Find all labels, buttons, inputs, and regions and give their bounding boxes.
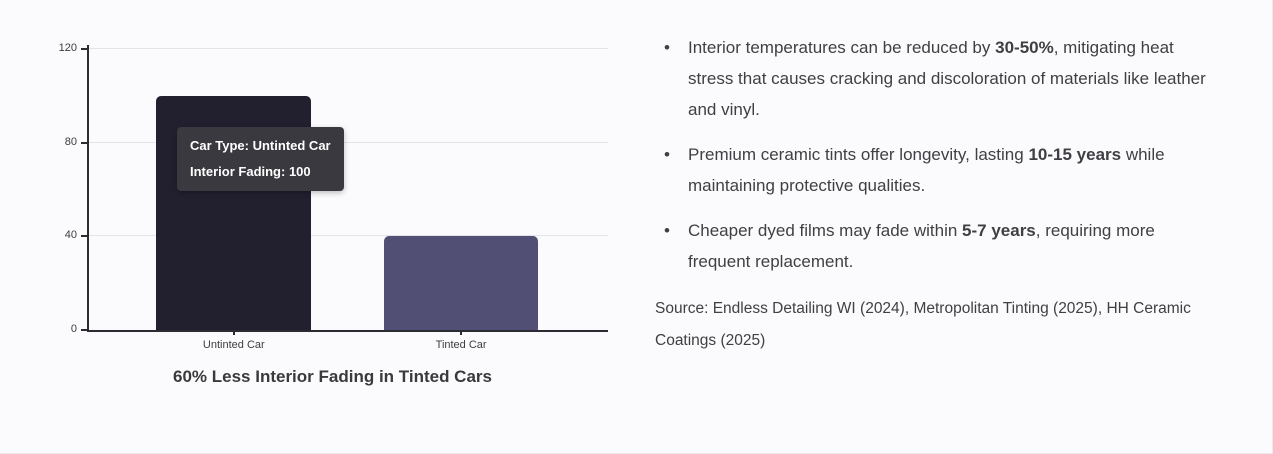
bullet-text: while maintaining protective qualities. bbox=[688, 145, 1165, 195]
bar-tinted-car[interactable] bbox=[383, 236, 539, 330]
bullet-text: Interior temperatures can be reduced by bbox=[688, 38, 996, 57]
y-axis-tick-80 bbox=[81, 141, 89, 144]
tooltip-interior-fading: Interior Fading: 100 bbox=[190, 164, 311, 179]
y-axis-tick-0 bbox=[81, 329, 89, 331]
tooltip-car-type: Car Type: Untinted Car bbox=[190, 138, 331, 153]
bullet-item-3: Cheaper dyed films may fade within 5-7 y… bbox=[655, 215, 1211, 277]
x-axis-tick-untinted-car bbox=[232, 330, 235, 335]
bullet-text: Cheaper dyed films may fade within bbox=[688, 221, 963, 240]
plot-wrap: 0 40 80 120 Untinted Car Tinted Car Car Type:… bbox=[57, 42, 608, 351]
x-axis-label-tinted-car: Tinted Car bbox=[435, 339, 487, 351]
x-axis-label-untinted-car: Untinted Car bbox=[202, 339, 265, 351]
plot-area: 0 40 80 120 Untinted Car Tinted Car Car Type:… bbox=[59, 42, 608, 351]
y-axis-label-80: 80 bbox=[64, 135, 77, 148]
gridline-80 bbox=[89, 141, 608, 143]
y-axis-label-0: 0 bbox=[70, 323, 77, 335]
source-note: Source: Endless Detailing WI (2024), Met… bbox=[655, 300, 1191, 349]
x-axis-tick-tinted-car bbox=[460, 330, 463, 335]
bullet-bold-text: 5-7 years bbox=[962, 221, 1036, 240]
y-axis-tick-40 bbox=[81, 235, 89, 238]
bullet-list: Interior temperatures can be reduced by … bbox=[655, 32, 1211, 277]
y-axis-label-120: 120 bbox=[58, 42, 77, 54]
bullet-text: , requiring more frequent replacement. bbox=[688, 221, 1155, 271]
y-axis-label-40: 40 bbox=[64, 229, 77, 242]
gridline-120 bbox=[89, 48, 608, 49]
y-axis-tick-120 bbox=[81, 48, 89, 50]
text-panel: Interior temperatures can be reduced by … bbox=[648, 0, 1273, 454]
bullet-text: Premium ceramic tints offer longevity, l… bbox=[688, 145, 1029, 164]
bullet-item-1: Interior temperatures can be reduced by … bbox=[655, 32, 1211, 125]
chart-panel: 0 40 80 120 Untinted Car Tinted Car Car Type:… bbox=[57, 42, 608, 386]
chart-title: 60% Less Interior Fading in Tinted Cars bbox=[173, 367, 492, 386]
bullet-item-2: Premium ceramic tints offer longevity, l… bbox=[655, 139, 1211, 201]
bullet-bold-text: 30-50% bbox=[995, 38, 1054, 57]
bullet-bold-text: 10-15 years bbox=[1028, 145, 1122, 164]
chart-tooltip: Car Type: Untinted Car Interior Fading: … bbox=[177, 127, 344, 191]
gridline-40 bbox=[89, 235, 608, 237]
bullet-text: , mitigating heat stress that causes cra… bbox=[688, 38, 1206, 119]
